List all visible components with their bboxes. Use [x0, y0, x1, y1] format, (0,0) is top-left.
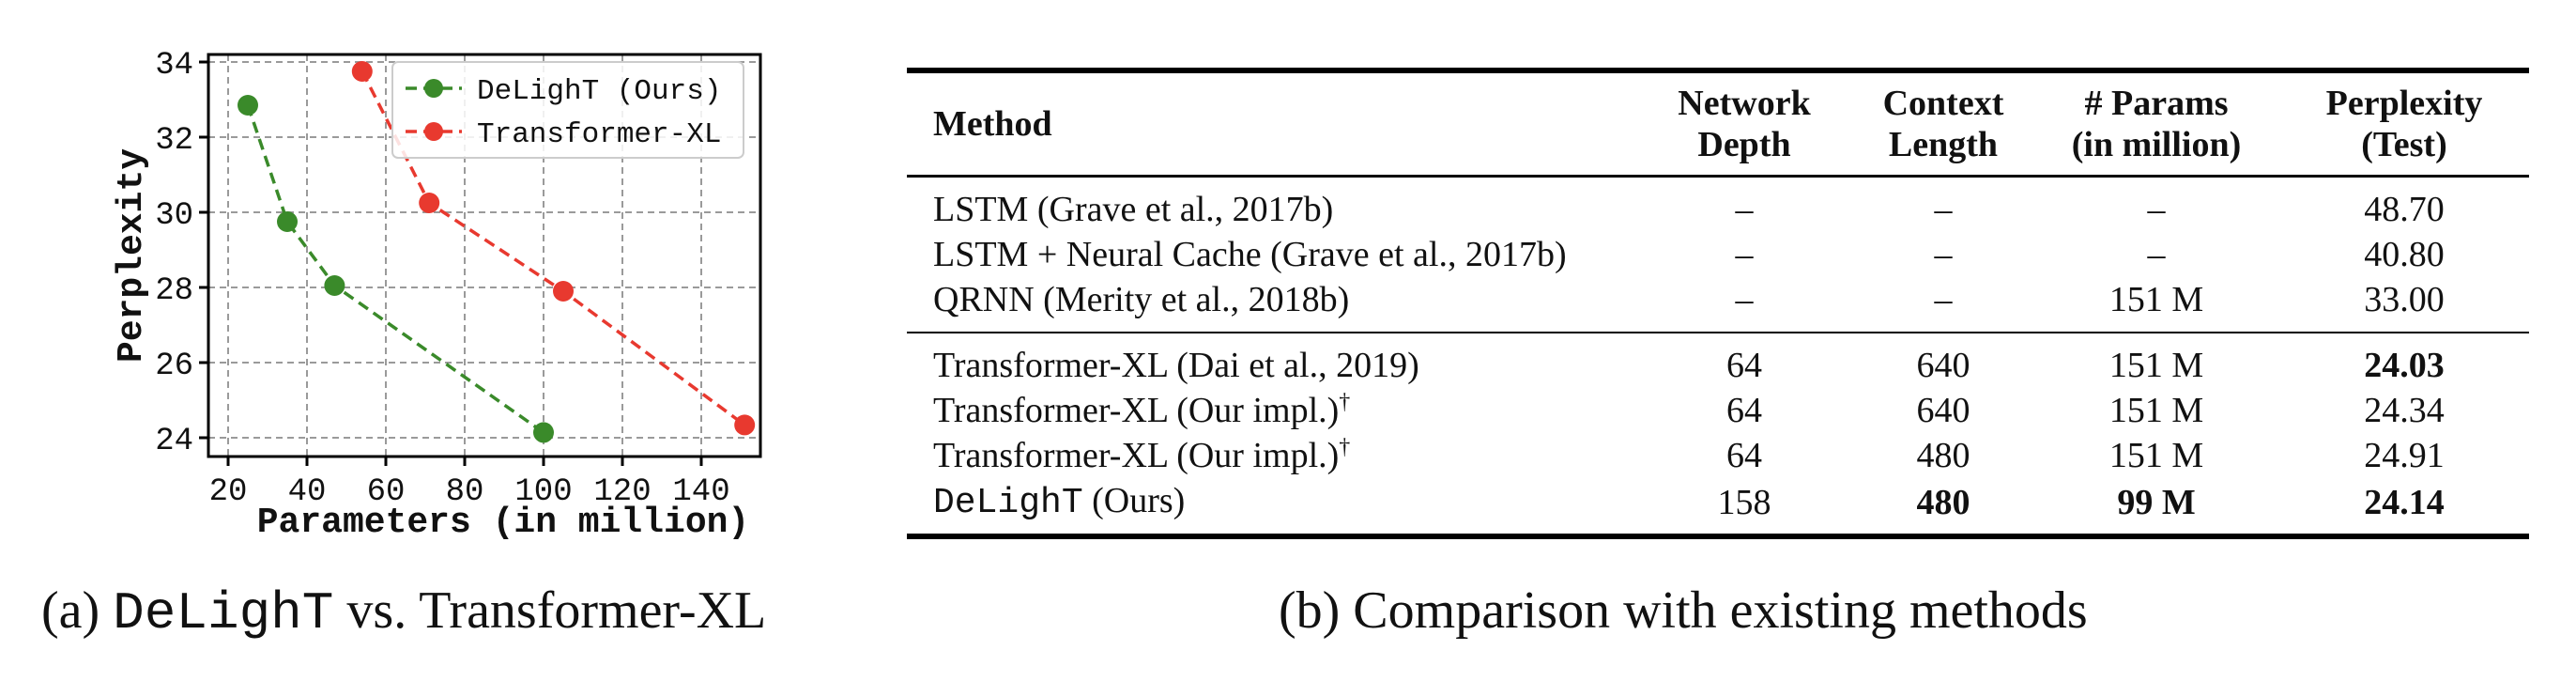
figure-a: 20 40 60 80 100 120 140 24 26 28 30 32 34 Parameters…	[0, 0, 845, 697]
header-params: # Params (in million)	[2071, 84, 2242, 164]
cell-method: DeLighT (Ours)	[933, 481, 1186, 523]
data-point	[734, 414, 756, 436]
cell-perplexity: 24.34	[2364, 391, 2445, 430]
cell-context: 480	[1916, 436, 1970, 475]
y-tick-label: 34	[155, 48, 193, 84]
y-axis-label: Perplexity	[112, 148, 152, 363]
axis-ticks: 20 40 60 80 100 120 140 24 26 28 30 32 34	[155, 48, 729, 510]
cell-context: 480	[1916, 482, 1970, 522]
cell-depth: 158	[1717, 482, 1771, 522]
cell-method: Transformer-XL (Our impl.)†	[933, 390, 1351, 430]
cell-perplexity: 33.00	[2364, 280, 2445, 319]
series-line-0	[246, 104, 545, 434]
cell-perplexity: 48.70	[2364, 190, 2445, 229]
cell-perplexity: 40.80	[2364, 235, 2445, 274]
cell-context: 640	[1916, 346, 1970, 385]
cell-depth: –	[1735, 235, 1754, 274]
plot-frame	[207, 53, 762, 458]
cell-method: Transformer-XL (Our impl.)†	[933, 435, 1351, 475]
x-axis-label: Parameters (in million)	[257, 503, 750, 543]
table-row-ours: DeLighT (Ours) 158 480 99 M 24.14	[907, 478, 2529, 536]
header-method: Method	[933, 104, 1052, 144]
y-tick-label: 28	[155, 273, 193, 309]
dagger-mark: †	[1339, 435, 1351, 459]
table-row: Transformer-XL (Our impl.)† 64 640 151 M…	[907, 388, 2529, 433]
cell-method: LSTM (Grave et al., 2017b)	[933, 190, 1334, 229]
legend-marker	[424, 79, 443, 98]
results-table: Method Network Depth Context Length # Para…	[907, 68, 2529, 539]
x-tick-label: 60	[367, 474, 406, 510]
legend-marker	[424, 122, 443, 141]
x-tick-label: 140	[672, 474, 729, 510]
chart-legend: DeLighT (Ours) Transformer-XL	[391, 61, 744, 159]
caption-b: (b) Comparison with existing methods	[1279, 581, 2088, 640]
cell-params: 151 M	[2108, 391, 2204, 430]
y-tick-label: 32	[155, 123, 193, 159]
caption-a-suffix: vs. Transformer-XL	[333, 581, 767, 640]
results-table-container: Method Network Depth Context Length # Para…	[907, 68, 2529, 539]
legend-label: DeLighT (Ours)	[477, 75, 721, 108]
y-tick-label: 26	[155, 348, 193, 384]
cell-context: –	[1934, 235, 1953, 274]
table-header-row: Method Network Depth Context Length # Para…	[907, 73, 2529, 177]
x-tick-label: 80	[446, 474, 484, 510]
header-perplexity: Perplexity (Test)	[2325, 84, 2483, 164]
legend-label: Transformer-XL	[477, 118, 721, 151]
cell-context: –	[1934, 280, 1953, 319]
cell-params: 151 M	[2108, 436, 2204, 475]
cell-params: 151 M	[2108, 280, 2204, 319]
header-network-depth: Network Depth	[1678, 84, 1811, 164]
caption-a: (a) DeLighT vs. Transformer-XL	[41, 581, 766, 643]
x-tick-label: 100	[514, 474, 572, 510]
cell-params: 99 M	[2117, 482, 2196, 522]
cell-context: 640	[1916, 391, 1970, 430]
perplexity-chart: 20 40 60 80 100 120 140 24 26 28 30 32 34 Parameters…	[112, 48, 762, 543]
cell-method: QRNN (Merity et al., 2018b)	[933, 280, 1350, 319]
table-row: LSTM + Neural Cache (Grave et al., 2017b…	[907, 232, 2529, 277]
cell-depth: 64	[1726, 391, 1762, 430]
header-context-length: Context Length	[1882, 84, 2004, 164]
x-tick-label: 20	[209, 474, 248, 510]
caption-a-model: DeLighT	[113, 583, 334, 643]
cell-context: –	[1934, 190, 1953, 229]
data-point	[553, 281, 574, 302]
cell-perplexity: 24.03	[2364, 346, 2445, 385]
legend-box	[391, 61, 744, 159]
data-point	[238, 95, 258, 116]
table-row: LSTM (Grave et al., 2017b) – – – 48.70	[907, 177, 2529, 233]
cell-depth: –	[1735, 280, 1754, 319]
x-tick-label: 120	[593, 474, 651, 510]
data-point	[324, 275, 345, 296]
cell-perplexity: 24.91	[2364, 436, 2445, 475]
cell-method: Transformer-XL (Dai et al., 2019)	[933, 346, 1419, 385]
cell-params: 151 M	[2108, 346, 2204, 385]
data-point	[351, 61, 373, 82]
data-point	[533, 422, 554, 443]
caption-a-prefix: (a)	[41, 581, 114, 640]
cell-depth: 64	[1726, 346, 1762, 385]
table-row: QRNN (Merity et al., 2018b) – – 151 M 33…	[907, 277, 2529, 333]
data-point	[419, 193, 440, 213]
cell-depth: –	[1735, 190, 1754, 229]
cell-params: –	[2147, 190, 2166, 229]
y-tick-label: 24	[155, 424, 193, 459]
table-row: Transformer-XL (Our impl.)† 64 480 151 M…	[907, 433, 2529, 478]
data-point	[277, 211, 298, 232]
y-tick-label: 30	[155, 198, 193, 234]
cell-method: LSTM + Neural Cache (Grave et al., 2017b…	[933, 235, 1567, 274]
cell-perplexity: 24.14	[2364, 482, 2445, 522]
cell-params: –	[2147, 235, 2166, 274]
cell-depth: 64	[1726, 436, 1762, 475]
dagger-mark: †	[1339, 390, 1351, 414]
table-row: Transformer-XL (Dai et al., 2019) 64 640…	[907, 333, 2529, 388]
x-tick-label: 40	[288, 474, 327, 510]
